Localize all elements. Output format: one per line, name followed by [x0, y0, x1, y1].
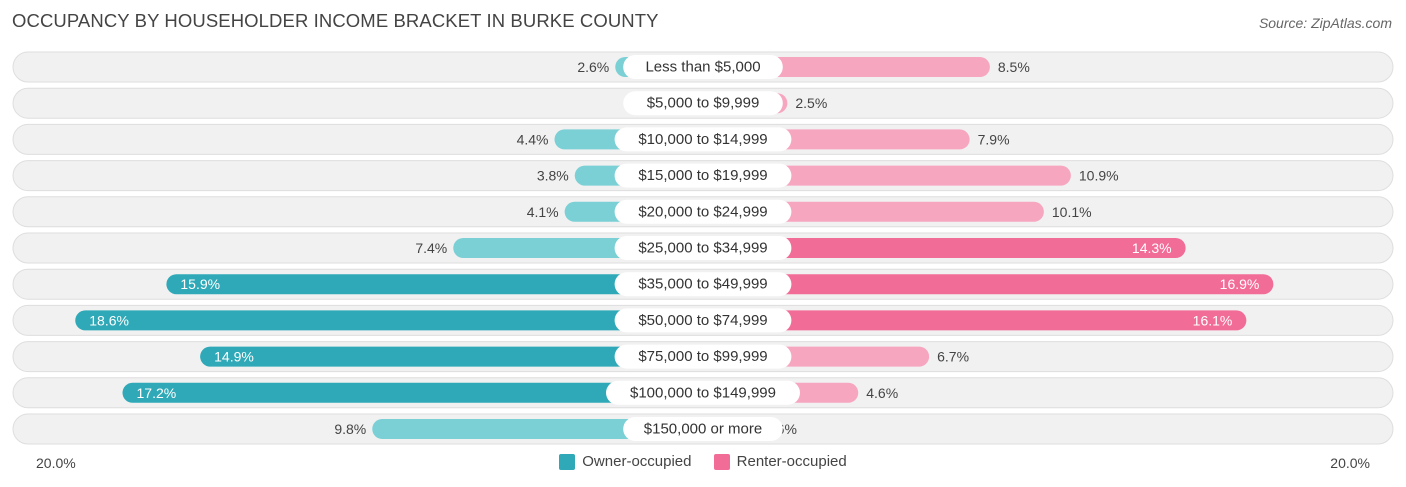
renter-value-label: 7.9%	[978, 131, 1010, 147]
category-pill	[623, 417, 783, 441]
category-pill	[623, 55, 783, 79]
source-credit: Source: ZipAtlas.com	[1258, 15, 1392, 31]
owner-value-label: 4.4%	[517, 131, 549, 147]
category-label: $5,000 to $9,999	[647, 95, 760, 112]
renter-value-label: 10.1%	[1052, 204, 1092, 220]
renter-value-label: 16.1%	[1193, 312, 1233, 328]
category-pill	[614, 272, 792, 297]
bar-renter	[703, 238, 1186, 258]
renter-value-label: 6.7%	[937, 349, 969, 365]
owner-value-label: 15.9%	[180, 276, 220, 292]
legend-item-renter: Renter-occupied	[713, 453, 847, 470]
legend: Owner-occupied Renter-occupied	[0, 453, 1406, 474]
renter-value-label: 2.5%	[795, 95, 827, 111]
bar-owner	[166, 274, 703, 295]
renter-value-label: 16.9%	[1220, 276, 1260, 292]
category-pill	[606, 380, 800, 405]
category-label: $15,000 to $19,999	[638, 167, 767, 184]
owner-value-label: 2.6%	[577, 59, 609, 75]
category-label: $35,000 to $49,999	[638, 276, 767, 293]
legend-swatch-renter	[713, 453, 730, 470]
bar-owner	[122, 382, 703, 403]
category-label: $150,000 or more	[644, 421, 762, 438]
bar-renter	[703, 310, 1247, 331]
axis-left-label: 20.0%	[36, 455, 76, 471]
category-pill	[614, 199, 792, 224]
renter-value-label: 8.5%	[998, 59, 1030, 75]
category-pill	[614, 344, 792, 369]
category-label: Less than $5,000	[645, 59, 760, 76]
owner-value-label: 4.1%	[527, 204, 559, 220]
chart-title: OCCUPANCY BY HOUSEHOLDER INCOME BRACKET …	[12, 10, 659, 31]
category-label: $50,000 to $74,999	[638, 312, 767, 329]
category-label: $100,000 to $149,999	[630, 384, 776, 401]
bar-owner	[75, 310, 703, 331]
bar-renter	[703, 165, 1071, 186]
legend-item-owner: Owner-occupied	[559, 453, 691, 470]
owner-value-label: 14.9%	[214, 349, 254, 365]
category-pill	[623, 91, 783, 116]
renter-value-label: 14.3%	[1132, 240, 1172, 256]
renter-value-label: 10.9%	[1079, 168, 1119, 184]
category-label: $10,000 to $14,999	[638, 131, 767, 148]
category-label: $20,000 to $24,999	[638, 203, 767, 220]
legend-label-owner: Owner-occupied	[582, 453, 692, 470]
category-label: $25,000 to $34,999	[638, 240, 767, 257]
renter-value-label: 4.6%	[866, 385, 898, 401]
category-pill	[614, 308, 792, 333]
owner-value-label: 17.2%	[137, 385, 177, 401]
owner-value-label: 7.4%	[415, 240, 447, 256]
legend-label-renter: Renter-occupied	[736, 453, 847, 470]
category-label: $75,000 to $99,999	[638, 348, 767, 365]
axis-right-label: 20.0%	[1330, 455, 1370, 471]
category-pill	[614, 163, 792, 188]
bar-owner	[200, 346, 703, 367]
bar-renter	[703, 274, 1274, 295]
legend-swatch-owner	[559, 453, 576, 470]
owner-value-label: 18.6%	[89, 312, 129, 328]
category-pill	[614, 236, 792, 260]
owner-value-label: 9.8%	[334, 421, 366, 437]
category-pill	[614, 127, 792, 152]
bar-owner	[372, 419, 703, 439]
owner-value-label: 3.8%	[537, 168, 569, 184]
